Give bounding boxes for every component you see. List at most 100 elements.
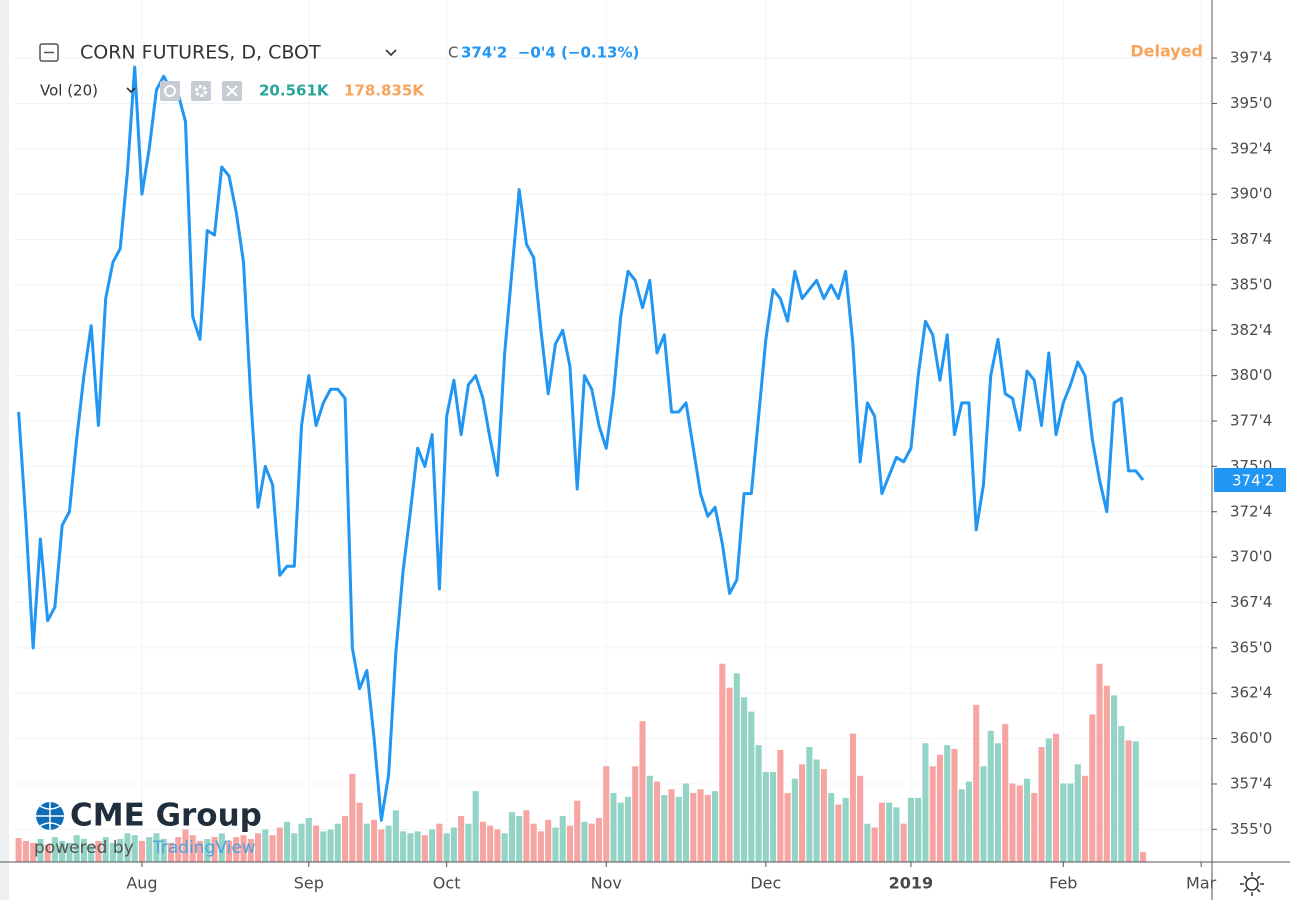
volume-bar — [857, 775, 864, 862]
volume-bar — [196, 840, 204, 862]
volume-bar — [30, 842, 37, 862]
volume-bar — [407, 833, 414, 862]
volume-bar — [450, 827, 457, 862]
last-price-box — [1214, 467, 1286, 492]
volume-bar — [479, 821, 486, 862]
volume-bar — [131, 835, 138, 862]
volume-last: 20.561K — [259, 82, 330, 100]
time-settings-icon[interactable] — [1240, 872, 1264, 896]
volume-bar — [595, 817, 603, 862]
settings-button[interactable] — [191, 81, 211, 101]
volume-bar — [22, 840, 29, 862]
volume-bar — [784, 793, 791, 862]
chart-title: CORN FUTURES, D, CBOT — [80, 42, 321, 64]
volume-bar — [1132, 741, 1139, 862]
volume-bar — [1125, 740, 1132, 862]
axes: 355'0 357'4 360'0 362'4 365'0 367'4 370'0 372'4… — [126, 49, 1272, 893]
volume-bar — [247, 839, 254, 862]
volume-bar — [559, 816, 566, 862]
volume-bar — [429, 829, 436, 862]
x-tick-label: Feb — [1049, 874, 1077, 893]
left-strip — [0, 0, 9, 900]
volume-bar — [849, 733, 856, 862]
y-tick-label: 380'0 — [1230, 366, 1272, 384]
volume-bar — [777, 749, 784, 862]
volume-bar — [864, 823, 871, 862]
volume-bar — [465, 823, 472, 862]
volume-bar — [813, 759, 820, 862]
y-tick-label: 395'0 — [1230, 94, 1272, 112]
grid — [15, 0, 1212, 862]
volume-bar — [44, 844, 51, 862]
x-tick-label: Dec — [750, 874, 781, 893]
y-tick-label: 360'0 — [1230, 729, 1272, 747]
volume-bar — [421, 835, 428, 862]
volume-bar — [378, 829, 385, 862]
volume-bar — [697, 789, 704, 862]
volume-bar — [508, 812, 515, 862]
volume-bar — [436, 823, 443, 862]
volume-bar — [653, 781, 661, 862]
volume-bar — [944, 745, 951, 862]
y-tick-label: 390'0 — [1230, 185, 1272, 203]
volume-bar — [37, 839, 44, 862]
volume-bar — [675, 796, 682, 862]
collapse-icon[interactable] — [39, 43, 59, 62]
volume-bar — [349, 773, 356, 862]
volume-bar — [878, 802, 885, 862]
volume-bar — [1111, 695, 1118, 862]
y-tick-label: 370'0 — [1230, 548, 1272, 566]
title-chevron[interactable] — [385, 49, 397, 57]
volume-bar — [225, 840, 233, 862]
volume-bar — [741, 697, 748, 862]
x-tick-label: Oct — [433, 874, 461, 893]
volume-bar — [987, 730, 994, 862]
volume-bar — [320, 831, 327, 862]
volume-bar — [414, 831, 421, 862]
settings-icon — [195, 85, 207, 97]
volume-bar — [886, 802, 893, 862]
y-tick-label: 387'4 — [1230, 230, 1272, 248]
volume-bar — [15, 838, 22, 862]
volume-bar — [973, 704, 980, 862]
volume-bar — [385, 825, 392, 862]
volume-bar — [770, 771, 777, 862]
volume-bar — [588, 823, 595, 862]
volume-bar — [124, 833, 131, 862]
volume-bar — [262, 829, 269, 862]
volume-bar — [458, 816, 465, 862]
volume-bar — [1089, 714, 1096, 862]
volume-bar — [726, 687, 733, 862]
last-price-marker: 374'2 — [1214, 467, 1286, 492]
volume-bar — [334, 823, 341, 862]
volume-bar — [922, 743, 929, 862]
volume-bar — [748, 711, 755, 862]
quote-prefix: C — [448, 44, 458, 62]
volume-bar — [102, 837, 109, 862]
y-tick-label: 397'4 — [1230, 49, 1272, 67]
price-line — [17, 65, 1145, 822]
volume-bar — [66, 842, 73, 862]
volume-bar — [138, 840, 146, 862]
volume-bar — [806, 747, 813, 862]
volume-bar — [1009, 783, 1016, 862]
volume-bar — [392, 810, 399, 862]
volume-bar — [820, 769, 827, 862]
eye-button[interactable] — [160, 81, 180, 101]
volume-bar — [204, 839, 211, 862]
volume-bar — [1002, 724, 1009, 862]
volume-bar — [624, 796, 632, 862]
y-tick-label: 367'4 — [1230, 593, 1272, 611]
sun-rays — [1240, 872, 1264, 896]
volume-bar — [617, 802, 624, 862]
x-tick-label: Nov — [591, 874, 622, 893]
volume-chevron[interactable] — [126, 87, 136, 94]
volume-bar — [313, 825, 320, 862]
volume-bar — [1060, 783, 1067, 862]
x-tick-label: Mar — [1186, 874, 1217, 893]
volume-bar — [305, 817, 312, 862]
volume-bar — [755, 745, 762, 862]
volume-bar — [682, 783, 690, 862]
volume-bar — [537, 831, 545, 862]
volume-bar — [704, 794, 711, 862]
